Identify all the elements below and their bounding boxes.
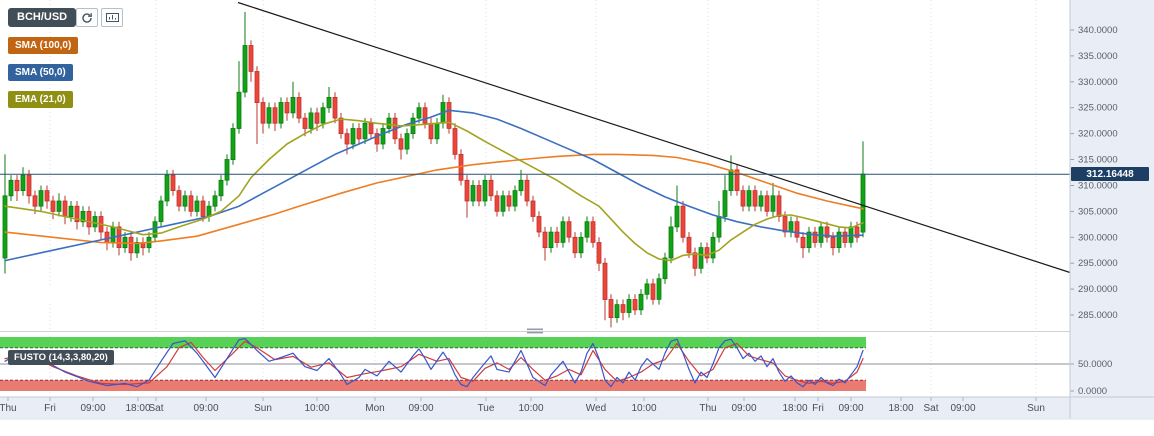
svg-text:09:00: 09:00 [408,403,433,414]
svg-text:10:00: 10:00 [518,403,543,414]
svg-text:50.0000: 50.0000 [1078,359,1112,370]
svg-text:09:00: 09:00 [950,403,975,414]
snapshot-button[interactable] [101,8,123,27]
indicator-badge-sma100[interactable]: SMA (100,0) [8,37,79,54]
refresh-button[interactable] [76,8,98,27]
svg-text:Sun: Sun [1027,403,1045,414]
svg-text:320.0000: 320.0000 [1078,129,1118,140]
svg-text:18:00: 18:00 [125,403,150,414]
svg-text:Sun: Sun [254,403,272,414]
svg-text:0.0000: 0.0000 [1078,386,1107,397]
svg-text:09:00: 09:00 [731,403,756,414]
svg-text:09:00: 09:00 [193,403,218,414]
svg-text:09:00: 09:00 [838,403,863,414]
oscillator-badge[interactable]: FUSTO (14,3,3,80,20) [8,350,114,365]
svg-text:295.0000: 295.0000 [1078,258,1118,269]
svg-text:Thu: Thu [699,403,716,414]
svg-text:10:00: 10:00 [304,403,329,414]
svg-text:305.0000: 305.0000 [1078,206,1118,217]
svg-text:10:00: 10:00 [631,403,656,414]
indicator-badge-ema21[interactable]: EMA (21,0) [8,91,73,108]
svg-text:Fri: Fri [44,403,56,414]
svg-text:Wed: Wed [586,403,606,414]
camera-icon [105,12,119,23]
svg-text:Tue: Tue [478,403,495,414]
svg-text:Sat: Sat [148,403,163,414]
svg-text:310.0000: 310.0000 [1078,181,1118,192]
svg-text:18:00: 18:00 [782,403,807,414]
svg-text:315.0000: 315.0000 [1078,155,1118,166]
symbol-label: BCH/USD [17,11,68,23]
watermark-box [8,285,126,303]
svg-text:Thu: Thu [0,403,17,414]
svg-text:300.0000: 300.0000 [1078,232,1118,243]
refresh-icon [81,12,93,24]
svg-text:335.0000: 335.0000 [1078,51,1118,62]
svg-text:18:00: 18:00 [888,403,913,414]
symbol-badge[interactable]: BCH/USD [8,8,77,27]
svg-text:290.0000: 290.0000 [1078,284,1118,295]
svg-text:340.0000: 340.0000 [1078,25,1118,36]
indicator-badge-sma50[interactable]: SMA (50,0) [8,64,73,81]
svg-text:Fri: Fri [812,403,824,414]
svg-text:285.0000: 285.0000 [1078,310,1118,321]
svg-text:330.0000: 330.0000 [1078,77,1118,88]
svg-text:325.0000: 325.0000 [1078,103,1118,114]
current-price-label: 312.16448 [1071,167,1149,181]
svg-text:09:00: 09:00 [80,403,105,414]
svg-text:Sat: Sat [923,403,938,414]
svg-text:Mon: Mon [365,403,384,414]
